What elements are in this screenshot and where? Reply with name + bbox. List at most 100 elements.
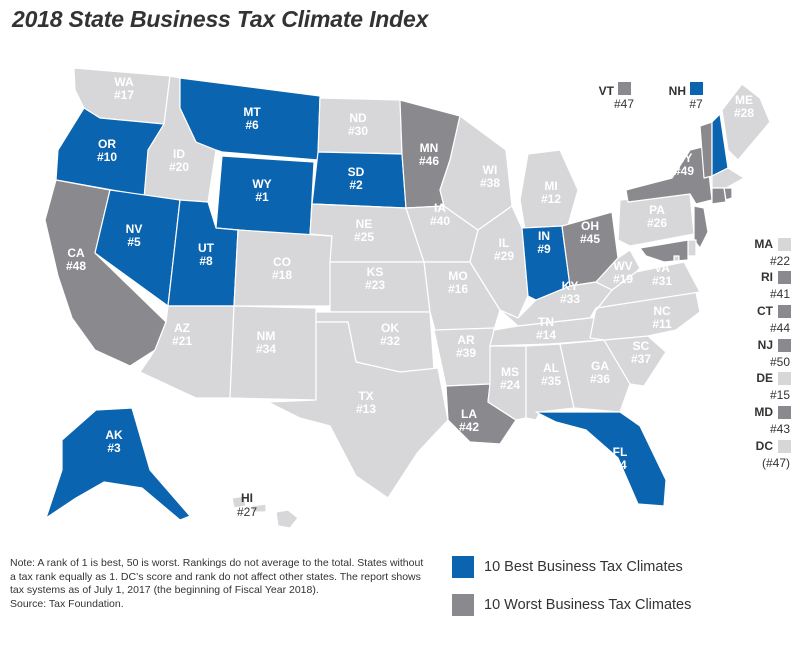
state-rank-ut: #8 <box>199 254 213 268</box>
state-rank-il: #29 <box>494 249 514 263</box>
note-text: Note: A rank of 1 is best, 50 is worst. … <box>10 557 424 597</box>
state-label-il: IL <box>499 236 510 250</box>
state-label-vt: VT <box>599 84 615 98</box>
state-label-wa: WA <box>114 75 134 89</box>
state-fl <box>535 411 667 507</box>
state-label-nm: NM <box>257 329 276 343</box>
state-label-va: VA <box>654 261 670 275</box>
state-tx <box>267 321 449 499</box>
state-rank-wi: #38 <box>480 176 500 190</box>
swatch-vt <box>618 82 631 95</box>
state-il <box>469 205 529 319</box>
state-label-co: CO <box>273 255 291 269</box>
state-label-ct: CT <box>757 304 774 318</box>
state-label-la: LA <box>461 407 477 421</box>
state-rank-ri: #41 <box>770 287 790 301</box>
state-rank-oh: #45 <box>580 232 600 246</box>
swatch-ct <box>778 305 791 318</box>
state-nc <box>589 291 701 341</box>
state-wv <box>595 249 641 291</box>
state-shapes <box>44 67 771 529</box>
state-rank-ma: #22 <box>770 254 790 268</box>
legend-best-label: 10 Best Business Tax Climates <box>484 559 683 575</box>
state-label-nh: NH <box>669 84 686 98</box>
state-label-ne: NE <box>356 217 373 231</box>
state-label-md: MD <box>754 405 773 419</box>
state-rank-tx: #13 <box>356 402 376 416</box>
state-nj <box>693 205 709 249</box>
state-rank-mt: #6 <box>245 118 259 132</box>
state-label-me: ME <box>735 93 753 107</box>
map-note: Note: A rank of 1 is best, 50 is worst. … <box>10 557 430 611</box>
state-rank-nc: #11 <box>652 317 672 331</box>
state-me <box>721 83 771 161</box>
swatch-ri <box>778 271 791 284</box>
state-label-nd: ND <box>349 111 367 125</box>
state-rank-me: #28 <box>734 106 754 120</box>
swatch-nj <box>778 339 791 352</box>
state-rank-nh: #7 <box>689 97 703 111</box>
state-rank-nm: #34 <box>256 342 276 356</box>
state-label-nv: NV <box>126 222 143 236</box>
legend-worst-swatch <box>452 594 474 616</box>
state-label-pa: PA <box>649 203 665 217</box>
swatch-nh <box>690 82 703 95</box>
legend-worst: 10 Worst Business Tax Climates <box>452 593 691 617</box>
state-rank-sd: #2 <box>349 178 363 192</box>
state-label-mn: MN <box>420 141 439 155</box>
state-rank-pa: #26 <box>647 216 667 230</box>
state-label-tx: TX <box>358 389 373 403</box>
state-label-sc: SC <box>633 339 650 353</box>
state-rank-wy: #1 <box>255 190 269 204</box>
state-ak <box>45 407 191 521</box>
state-rank-ks: #23 <box>365 278 385 292</box>
state-ct <box>711 187 727 205</box>
state-label-in: IN <box>538 229 550 243</box>
legend-best: 10 Best Business Tax Climates <box>452 555 683 579</box>
state-label-dc: DC <box>756 439 774 453</box>
state-rank-ky: #33 <box>560 292 580 306</box>
state-rank-in: #9 <box>537 242 551 256</box>
state-label-or: OR <box>98 137 116 151</box>
state-label-sd: SD <box>348 165 365 179</box>
state-label-ca: CA <box>67 246 85 260</box>
state-label-nc: NC <box>653 304 671 318</box>
state-rank-ga: #36 <box>590 372 610 386</box>
state-label-al: AL <box>543 361 559 375</box>
state-ma <box>711 167 745 189</box>
state-rank-ar: #39 <box>456 346 476 360</box>
state-rank-nj: #50 <box>770 355 790 369</box>
state-label-ar: AR <box>457 333 475 347</box>
state-rank-ia: #40 <box>430 214 450 228</box>
state-rank-ok: #32 <box>380 334 400 348</box>
state-dc <box>673 255 680 262</box>
state-label-tn: TN <box>538 315 554 329</box>
state-rank-mn: #46 <box>419 154 439 168</box>
state-wi <box>439 115 513 231</box>
state-rank-mo: #16 <box>448 282 468 296</box>
state-label-oh: OH <box>581 219 599 233</box>
state-label-ok: OK <box>381 321 399 335</box>
state-rank-de: #15 <box>770 388 790 402</box>
state-rank-md: #43 <box>770 422 790 436</box>
state-rank-nv: #5 <box>127 235 141 249</box>
state-rank-tn: #14 <box>536 328 556 342</box>
state-rank-ne: #25 <box>354 230 374 244</box>
state-rank-mi: #12 <box>541 192 561 206</box>
swatch-ma <box>778 238 791 251</box>
state-label-ms: MS <box>501 365 519 379</box>
state-rank-dc: (#47) <box>762 456 790 470</box>
state-label-fl: FL <box>613 445 628 459</box>
state-de <box>687 239 697 257</box>
state-label-ri: RI <box>761 270 773 284</box>
state-rank-nd: #30 <box>348 124 368 138</box>
state-label-ma: MA <box>754 237 773 251</box>
state-label-de: DE <box>756 371 773 385</box>
state-rank-hi: #27 <box>237 505 257 519</box>
state-rank-az: #21 <box>172 334 192 348</box>
state-rank-co: #18 <box>272 268 292 282</box>
state-label-ks: KS <box>367 265 384 279</box>
state-rank-ak: #3 <box>107 441 121 455</box>
state-rank-la: #42 <box>459 420 479 434</box>
